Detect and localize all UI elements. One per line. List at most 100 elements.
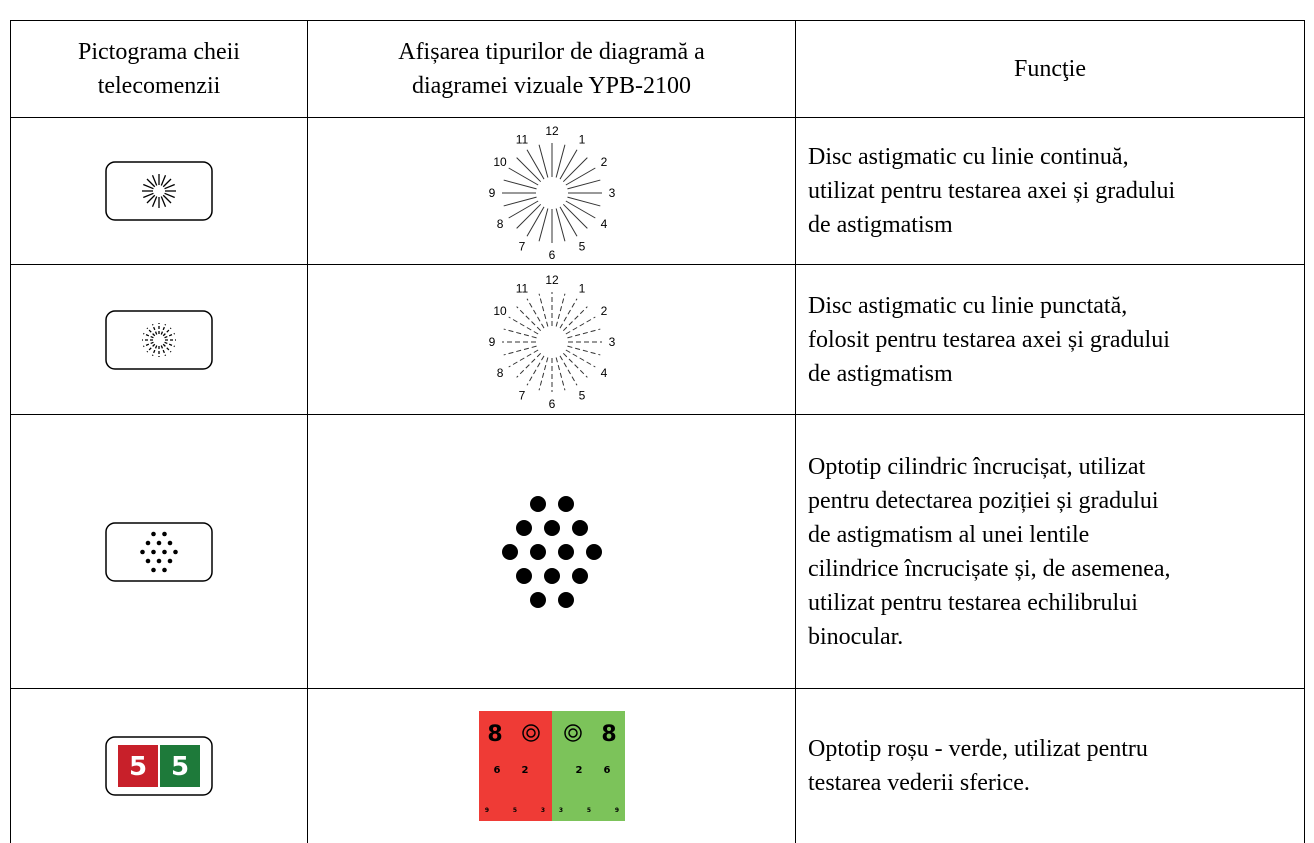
icon-dot [173, 549, 178, 554]
dial-number: 4 [600, 217, 607, 231]
dial-ray [538, 293, 548, 327]
chart-dot [557, 591, 574, 608]
dial-number: 5 [578, 240, 585, 254]
header-line: diagramei vizuale YPB-2100 [411, 73, 692, 99]
chart-dot [543, 567, 560, 584]
function-line: de astigmatism [808, 212, 953, 238]
dial-number: 6 [548, 248, 555, 262]
dial-ray [526, 297, 544, 328]
function-line: utilizat pentru testarea echilibrului [808, 589, 1138, 616]
dial-ray [565, 167, 596, 186]
dial-ray [515, 305, 541, 331]
icon-ray [162, 343, 172, 352]
dial-ray [555, 144, 565, 178]
icon-ray [160, 344, 167, 356]
dial-number: 11 [515, 281, 528, 295]
chart-ring [563, 724, 582, 742]
dial-number: 8 [496, 366, 503, 380]
chart-dot [543, 519, 560, 536]
function-line: folosit pentru testarea axei și gradului [808, 326, 1170, 353]
icon-ray [146, 178, 156, 188]
dial-number: 7 [518, 240, 525, 254]
icon-ray [146, 343, 156, 352]
dial-ray [559, 206, 577, 237]
dial-number: 12 [545, 273, 559, 287]
dial-ray [555, 293, 565, 327]
icon-ray [143, 341, 154, 347]
function-line: Optotip roșu - verde, utilizat pentru [808, 735, 1148, 762]
icon-ray [164, 332, 175, 338]
dial-number: 2 [600, 155, 607, 169]
chart-ring [567, 728, 578, 738]
dial-ray [566, 328, 600, 338]
dial-number: 2 [600, 304, 607, 318]
chart-digit: 9 [614, 807, 618, 814]
chart-ring [525, 728, 536, 738]
icon-red [118, 744, 158, 787]
dial-ray [515, 352, 541, 378]
chart-dot [515, 519, 532, 536]
function-cell: Optotip cilindric încrucișat, utilizat pe… [795, 414, 1305, 689]
dial-number: 11 [515, 132, 528, 146]
chart-digit: 6 [493, 765, 500, 776]
icon-frame [105, 309, 213, 370]
dial-ray [562, 203, 588, 229]
chart-dot [529, 543, 546, 560]
chart-dot [501, 543, 518, 560]
dial-ray [562, 157, 588, 183]
dial-number: 9 [488, 335, 495, 349]
icon-dot [145, 540, 151, 545]
icon-ray [164, 183, 175, 190]
function-cell: Optotip roșu - verde, utilizat pentru tes… [795, 688, 1305, 843]
chart-dot [571, 567, 588, 584]
red-half [478, 710, 552, 821]
chart-dot [557, 495, 574, 512]
icon-dot [145, 558, 151, 563]
icon-ray [151, 175, 158, 186]
header-cell: Afișarea tipurilor de diagramă a diagrame… [307, 20, 796, 118]
dial-ray [565, 200, 596, 219]
dial-ray [555, 356, 565, 390]
dial-ray [565, 316, 596, 334]
dial-ray [503, 328, 537, 338]
icon-dot [156, 558, 162, 563]
dial-ray [526, 206, 544, 237]
dial-ray [538, 356, 548, 390]
dial-ray [559, 149, 577, 180]
chart-digit: 8 [601, 722, 616, 747]
dial-ray [555, 208, 565, 242]
icon-dot [162, 531, 167, 536]
icon-ray [151, 323, 158, 335]
header-line: telecomenzii [97, 73, 221, 99]
function-line: binocular. [808, 623, 904, 650]
icon-dot [151, 531, 156, 536]
dial-ray [538, 144, 548, 178]
green-half [551, 710, 625, 821]
icon-ray [143, 183, 154, 190]
function-cell: Disc astigmatic cu linie punctată, folosi… [795, 264, 1305, 415]
dial-number: 4 [600, 366, 607, 380]
dial-number: 5 [578, 388, 585, 402]
icon-ray [151, 196, 158, 207]
icon-dot [151, 567, 156, 572]
chart-dot [529, 495, 546, 512]
dial-ray [503, 345, 537, 355]
icon-frame [105, 736, 213, 796]
dial-number: 3 [608, 186, 615, 200]
dial-ray [515, 157, 541, 183]
chart-dot [529, 591, 546, 608]
header-line: Afișarea tipurilor de diagramă a [398, 39, 705, 65]
dial-ray [507, 200, 538, 219]
chart-dot [571, 519, 588, 536]
function-line: Optotip cilindric încrucișat, utilizat [808, 453, 1146, 480]
icon-ray [160, 196, 167, 207]
icon-ray [164, 192, 175, 199]
icon-ray [162, 178, 172, 188]
dial-number: 12 [545, 124, 559, 138]
dial-ray [559, 297, 577, 328]
icon-frame [105, 161, 213, 221]
dial-ray [526, 355, 544, 386]
icon-green [160, 744, 200, 787]
function-line: utilizat pentru testarea axei și gradulu… [808, 178, 1176, 204]
function-line: de astigmatism al unei lentile [808, 521, 1090, 548]
